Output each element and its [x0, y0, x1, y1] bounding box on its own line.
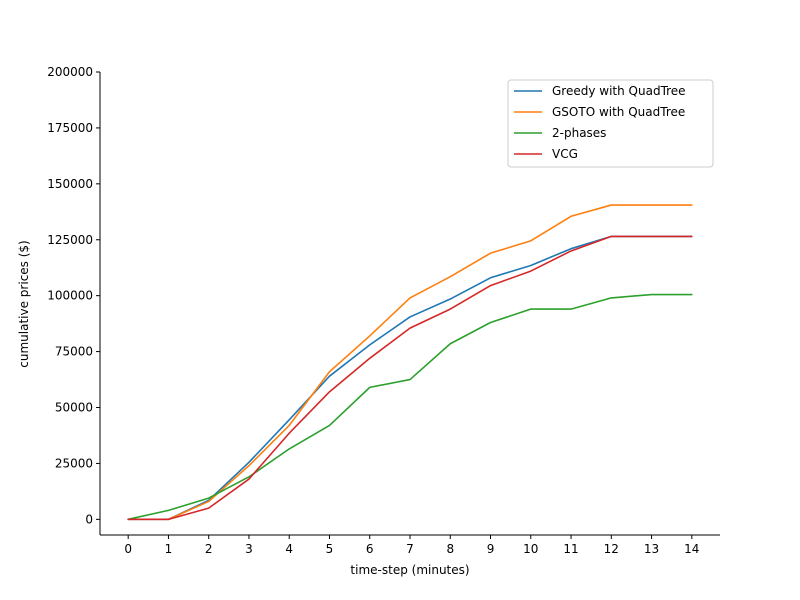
- y-tick-label: 150000: [47, 177, 93, 191]
- y-tick-label: 175000: [47, 121, 93, 135]
- x-tick-label: 5: [326, 542, 334, 556]
- y-tick-label: 50000: [55, 401, 93, 415]
- legend-label: GSOTO with QuadTree: [552, 105, 685, 119]
- x-tick-label: 10: [523, 542, 538, 556]
- y-axis-ticks: 0 25000 50000 75000 100000 125000 150000 175000…: [47, 65, 100, 526]
- series-line-1: [127, 235, 693, 521]
- x-axis-ticks: 0 1 2 3 4 5 6 7 8 9 10 11 12 13 14: [124, 535, 699, 556]
- legend-label: 2-phases: [552, 126, 606, 140]
- x-tick-label: 8: [446, 542, 454, 556]
- x-tick-label: 4: [285, 542, 293, 556]
- series-line-4: [127, 235, 693, 521]
- y-tick-label: 125000: [47, 233, 93, 247]
- x-tick-label: 3: [245, 542, 253, 556]
- series-line-2: [127, 204, 693, 521]
- legend-label: VCG: [552, 147, 578, 161]
- x-tick-label: 6: [366, 542, 374, 556]
- x-tick-label: 12: [604, 542, 619, 556]
- y-tick-label: 100000: [47, 289, 93, 303]
- y-tick-label: 75000: [55, 345, 93, 359]
- x-tick-label: 13: [644, 542, 659, 556]
- x-tick-label: 11: [563, 542, 578, 556]
- legend: Greedy with QuadTree GSOTO with QuadTree 2…: [507, 79, 714, 168]
- y-axis-label: cumulative prices ($): [17, 240, 31, 367]
- x-tick-label: 9: [487, 542, 495, 556]
- x-tick-label: 7: [406, 542, 414, 556]
- legend-label: Greedy with QuadTree: [552, 84, 686, 98]
- x-axis-label: time-step (minutes): [350, 563, 469, 577]
- y-tick-label: 25000: [55, 456, 93, 470]
- y-tick-label: 0: [85, 512, 93, 526]
- legend-box: [507, 79, 714, 168]
- plot-lines: [127, 204, 693, 521]
- series-line-3: [127, 293, 693, 521]
- y-tick-label: 200000: [47, 65, 93, 79]
- x-tick-label: 14: [684, 542, 699, 556]
- x-tick-label: 1: [165, 542, 173, 556]
- x-tick-label: 0: [124, 542, 132, 556]
- x-tick-label: 2: [205, 542, 213, 556]
